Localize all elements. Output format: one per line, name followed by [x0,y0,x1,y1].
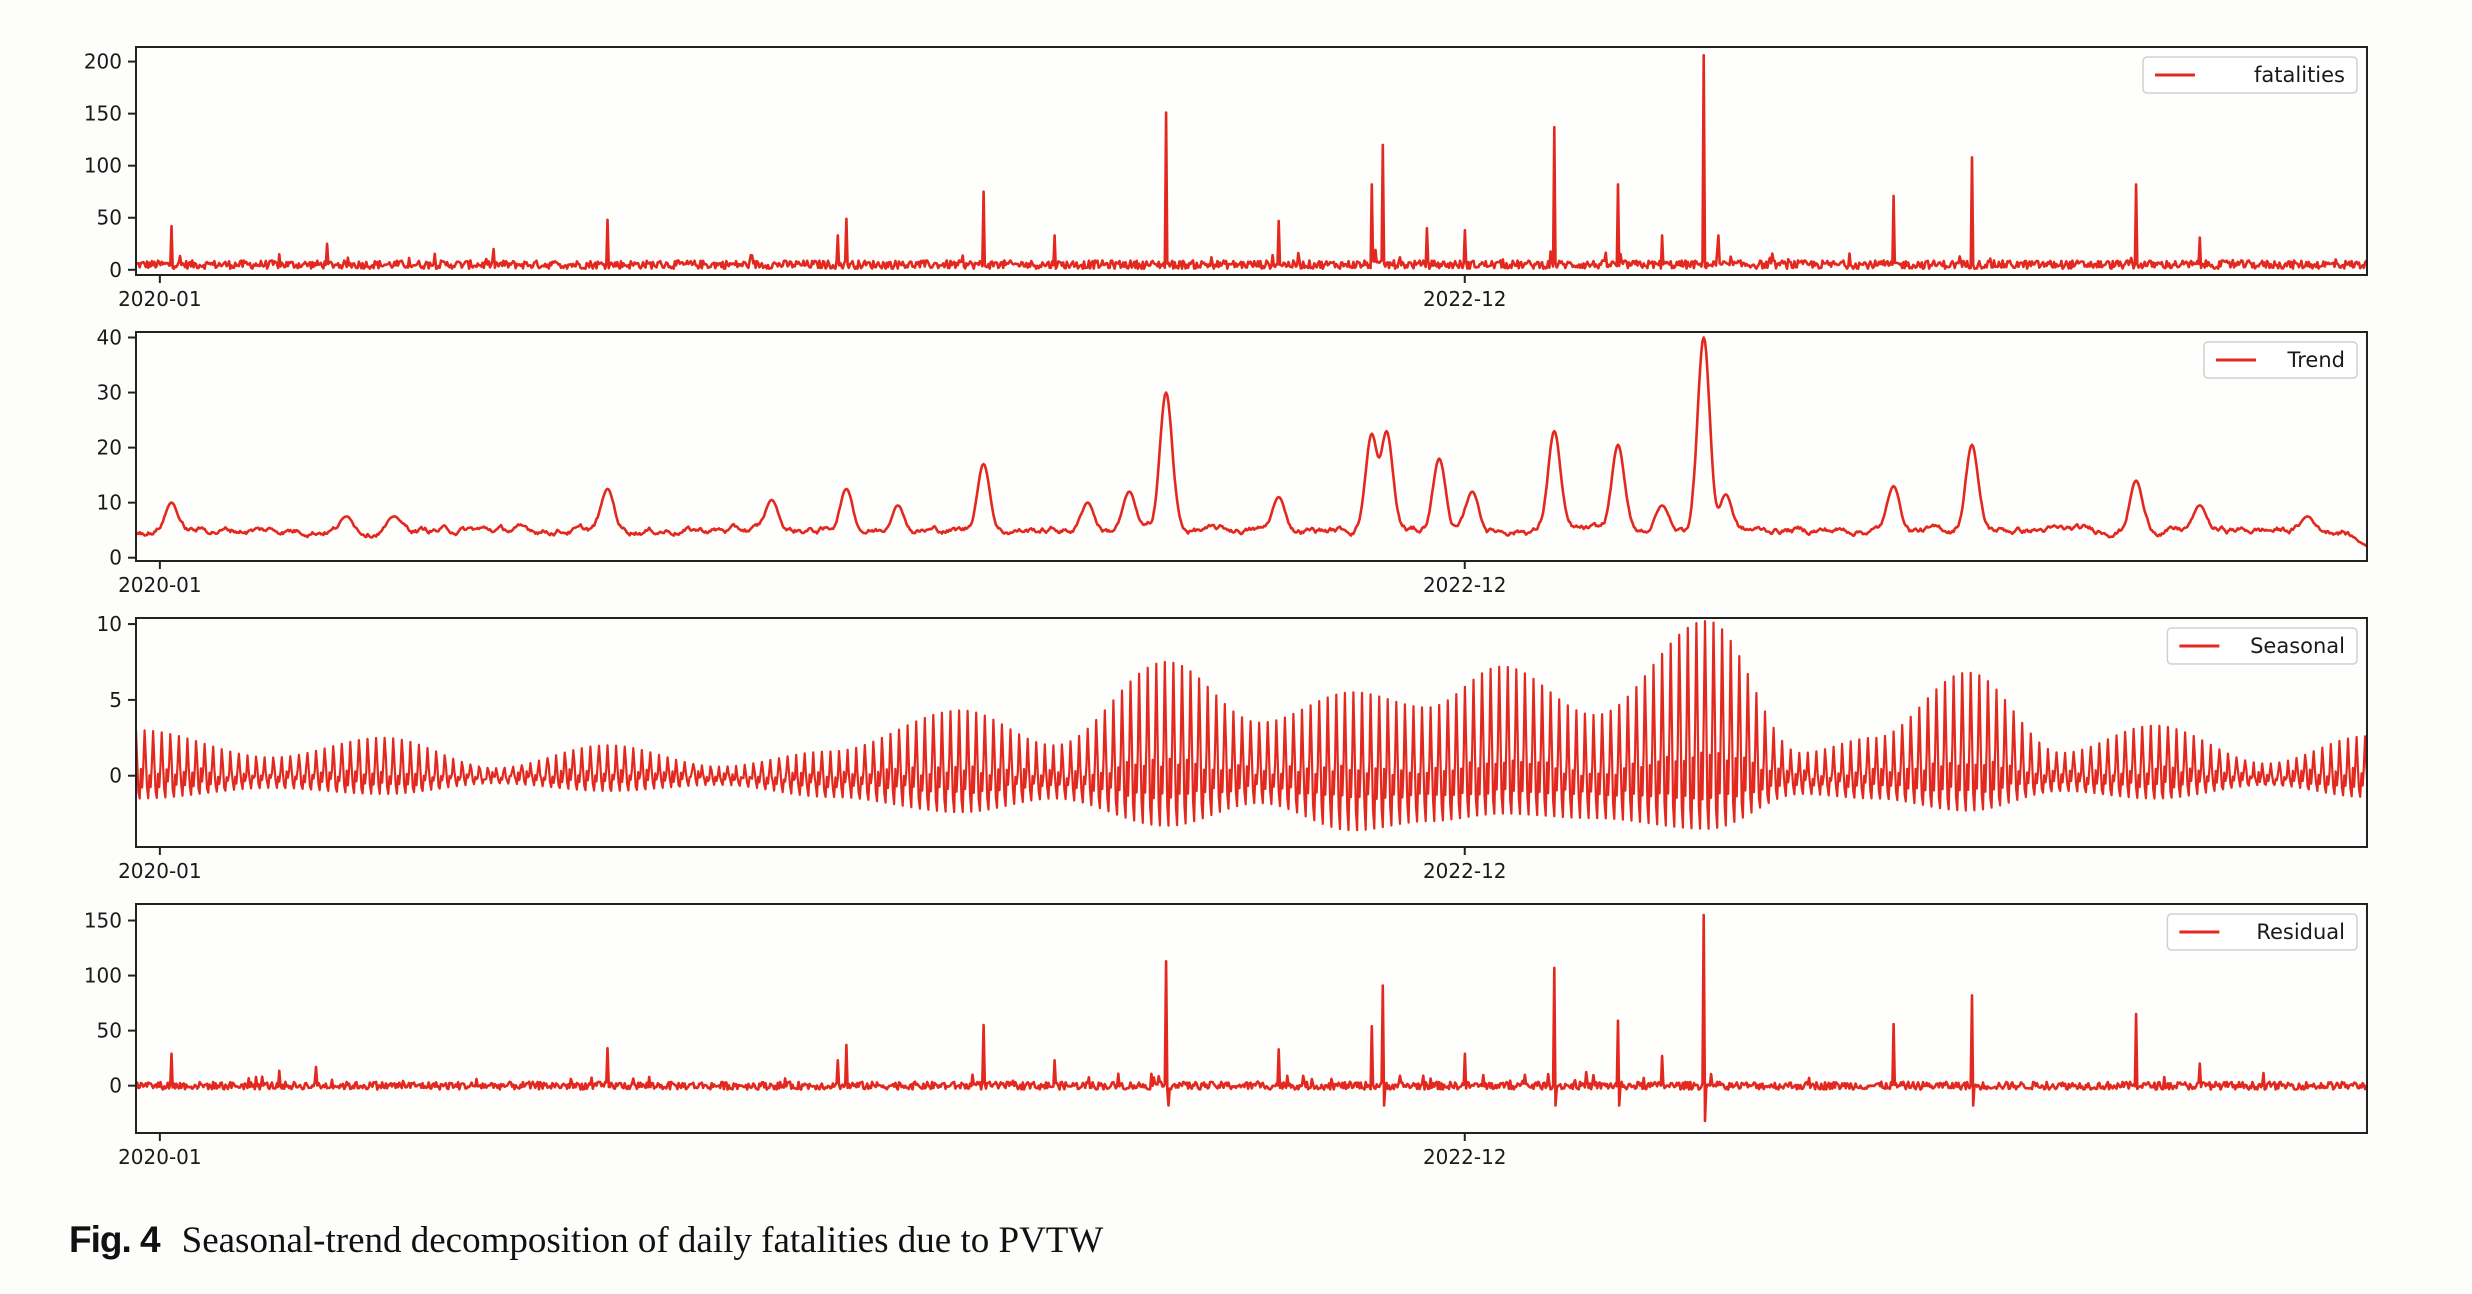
y-tick-label: 150 [84,102,122,126]
legend: fatalities [2142,56,2358,94]
y-tick-label: 50 [97,1019,122,1043]
y-tick-label: 5 [109,688,122,712]
panel-trend: 0 10 20 30 40 2020-01 2022-12 Trend [97,326,2368,597]
legend-box [2166,913,2358,951]
legend-box [2166,627,2358,665]
x-tick-label: 2020-01 [118,1145,202,1169]
panel-fatalities: 0 50 100 150 200 2020-01 2022-12 fatalities [84,46,2368,311]
legend: Trend [2203,341,2358,379]
legend-label: Seasonal [2250,634,2345,658]
y-tick-label: 0 [109,1074,122,1098]
y-tick-label: 100 [84,964,122,988]
plot-area [136,47,2367,275]
panel-seasonal: 0 5 10 2020-01 2022-12 Seasonal [97,612,2368,883]
y-tick-label: 20 [97,436,122,460]
x-tick-label: 2020-01 [118,573,202,597]
x-tick-label: 2022-12 [1423,287,1507,311]
x-tick-label: 2022-12 [1423,573,1507,597]
legend-label: fatalities [2254,63,2345,87]
panel-residual: 0 50 100 150 2020-01 2022-12 Residual [84,903,2368,1169]
y-tick-label: 150 [84,909,122,933]
legend-label: Residual [2256,920,2345,944]
series-line-seasonal [136,620,2367,832]
y-tick-label: 0 [109,258,122,282]
axes-frame [135,903,2368,1134]
plot-area [136,332,2367,561]
figure-caption-text: Seasonal-trend decomposition of daily fa… [181,1220,1104,1261]
x-tick-label: 2020-01 [118,287,202,311]
y-tick-label: 0 [109,764,122,788]
x-tick-label: 2022-12 [1423,859,1507,883]
series-line-residual [136,913,2367,1123]
axes-frame [135,617,2368,848]
y-tick-label: 200 [84,50,122,74]
legend-box [2142,56,2358,94]
y-tick-label: 10 [97,612,122,636]
x-tick-label: 2020-01 [118,859,202,883]
x-tick-label: 2022-12 [1423,1145,1507,1169]
y-tick-label: 30 [97,381,122,405]
legend: Seasonal [2166,627,2358,665]
series-line-trend [136,336,2367,548]
y-tick-label: 10 [97,491,122,515]
figure-label: Fig. 4 [69,1219,161,1260]
axes-frame [135,331,2368,562]
plot-area [136,904,2367,1133]
y-tick-label: 50 [97,206,122,230]
legend-box [2203,341,2358,379]
y-tick-label: 100 [84,154,122,178]
axes-frame [135,46,2368,276]
figure-caption: Fig. 4 Seasonal-trend decomposition of da… [69,1218,1103,1262]
y-tick-label: 0 [109,546,122,570]
legend-label: Trend [2287,348,2345,372]
legend: Residual [2166,913,2358,951]
y-tick-label: 40 [97,326,122,350]
series-line-fatalities [136,54,2367,270]
